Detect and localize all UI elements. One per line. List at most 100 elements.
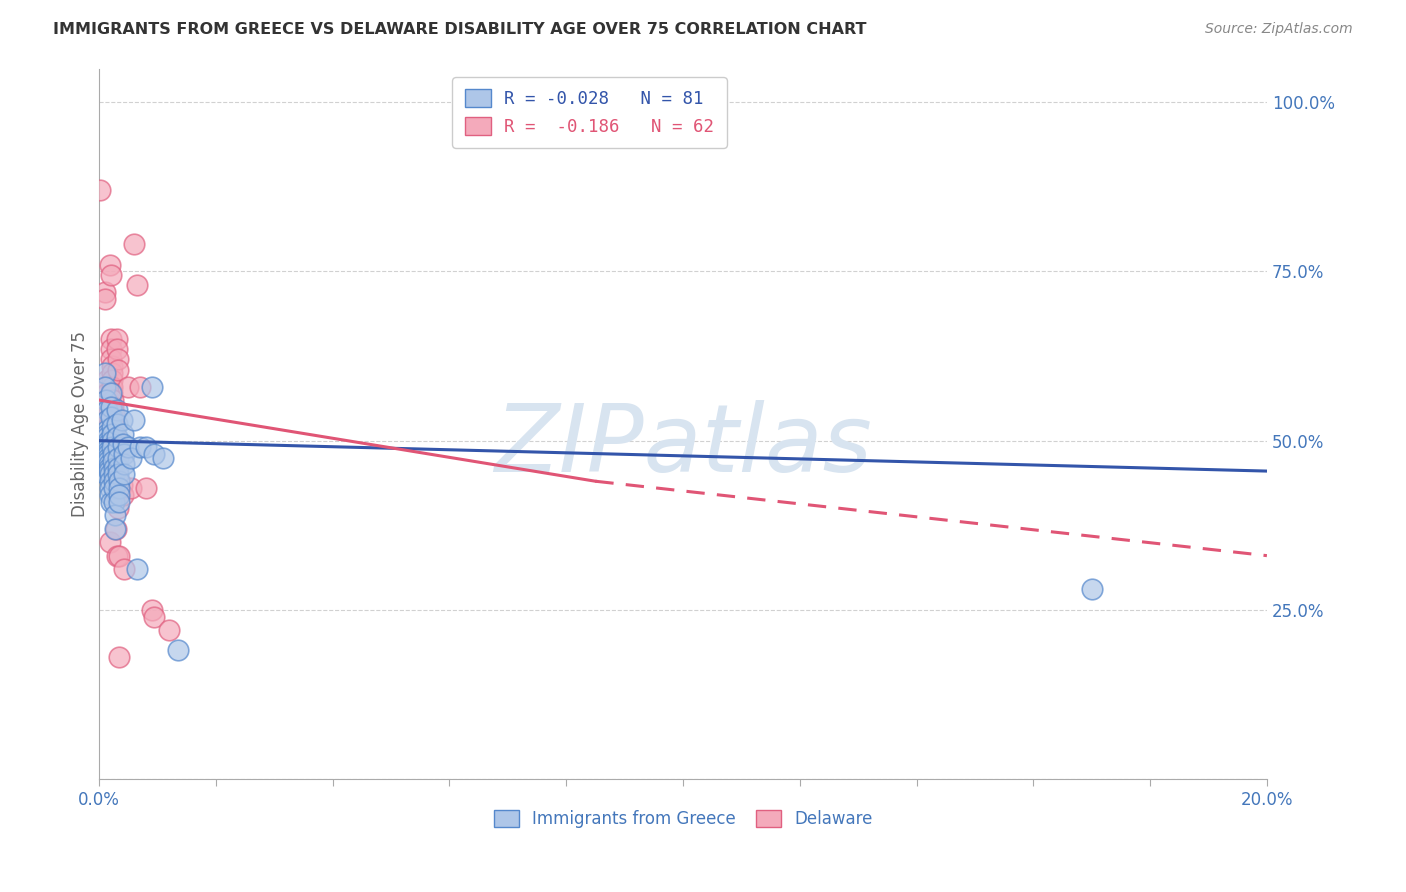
- Point: [94, 285, 117, 299]
- Point: [100, 386, 122, 401]
- Point: [100, 332, 122, 346]
- Point: [122, 413, 145, 427]
- Point: [128, 379, 150, 393]
- Point: [108, 488, 131, 502]
- Point: [128, 441, 150, 455]
- Point: [125, 562, 148, 576]
- Point: [111, 426, 134, 441]
- Point: [94, 366, 117, 380]
- Point: [100, 268, 122, 282]
- Point: [107, 362, 129, 376]
- Point: [96, 373, 118, 387]
- Point: [105, 343, 128, 357]
- Point: [143, 447, 166, 461]
- Point: [90, 458, 112, 473]
- Point: [101, 359, 124, 374]
- Point: [98, 488, 121, 502]
- Point: [105, 430, 128, 444]
- Point: [90, 450, 112, 465]
- Point: [166, 643, 188, 657]
- Point: [104, 488, 127, 502]
- Point: [108, 549, 131, 563]
- Point: [152, 450, 174, 465]
- Point: [94, 292, 117, 306]
- Point: [97, 458, 120, 472]
- Point: [103, 426, 125, 441]
- Point: [96, 386, 118, 401]
- Point: [98, 467, 121, 482]
- Point: [97, 407, 120, 421]
- Point: [101, 366, 124, 380]
- Point: [96, 430, 118, 444]
- Point: [120, 481, 142, 495]
- Point: [98, 454, 121, 468]
- Point: [96, 392, 118, 407]
- Point: [104, 522, 127, 536]
- Point: [108, 481, 131, 495]
- Point: [103, 460, 125, 475]
- Point: [103, 407, 125, 421]
- Point: [107, 467, 129, 482]
- Point: [105, 403, 128, 417]
- Point: [107, 441, 129, 455]
- Point: [97, 460, 120, 475]
- Point: [101, 420, 124, 434]
- Point: [111, 437, 134, 451]
- Point: [125, 278, 148, 293]
- Point: [97, 420, 120, 434]
- Point: [101, 454, 124, 468]
- Point: [97, 400, 120, 414]
- Point: [97, 437, 120, 451]
- Point: [111, 413, 134, 427]
- Point: [101, 373, 124, 387]
- Point: [90, 463, 112, 477]
- Point: [96, 413, 118, 427]
- Point: [96, 403, 118, 417]
- Legend: Immigrants from Greece, Delaware: Immigrants from Greece, Delaware: [486, 803, 879, 835]
- Point: [94, 379, 117, 393]
- Point: [112, 467, 135, 482]
- Point: [1080, 582, 1102, 597]
- Point: [100, 494, 122, 508]
- Point: [107, 450, 129, 465]
- Point: [112, 458, 135, 472]
- Point: [104, 522, 127, 536]
- Point: [98, 535, 121, 549]
- Point: [100, 343, 122, 357]
- Point: [105, 549, 128, 563]
- Point: [98, 481, 121, 495]
- Point: [117, 441, 139, 455]
- Point: [89, 183, 111, 197]
- Text: ZIPatlas: ZIPatlas: [494, 400, 872, 491]
- Point: [98, 258, 121, 272]
- Point: [96, 426, 118, 441]
- Point: [112, 562, 135, 576]
- Point: [90, 457, 112, 471]
- Point: [98, 474, 121, 488]
- Text: IMMIGRANTS FROM GREECE VS DELAWARE DISABILITY AGE OVER 75 CORRELATION CHART: IMMIGRANTS FROM GREECE VS DELAWARE DISAB…: [53, 22, 868, 37]
- Point: [90, 448, 112, 462]
- Point: [141, 603, 163, 617]
- Point: [97, 434, 120, 448]
- Point: [122, 237, 145, 252]
- Point: [101, 392, 124, 407]
- Point: [98, 460, 121, 475]
- Point: [96, 424, 118, 438]
- Point: [90, 466, 112, 480]
- Point: [135, 441, 157, 455]
- Point: [107, 460, 129, 475]
- Point: [97, 441, 120, 455]
- Point: [100, 400, 122, 414]
- Point: [90, 460, 112, 475]
- Point: [112, 447, 135, 461]
- Point: [90, 441, 112, 455]
- Point: [101, 426, 124, 441]
- Point: [107, 488, 129, 502]
- Point: [105, 417, 128, 431]
- Point: [97, 447, 120, 461]
- Point: [107, 352, 129, 367]
- Point: [97, 441, 120, 455]
- Point: [104, 460, 127, 475]
- Point: [143, 609, 166, 624]
- Point: [120, 450, 142, 465]
